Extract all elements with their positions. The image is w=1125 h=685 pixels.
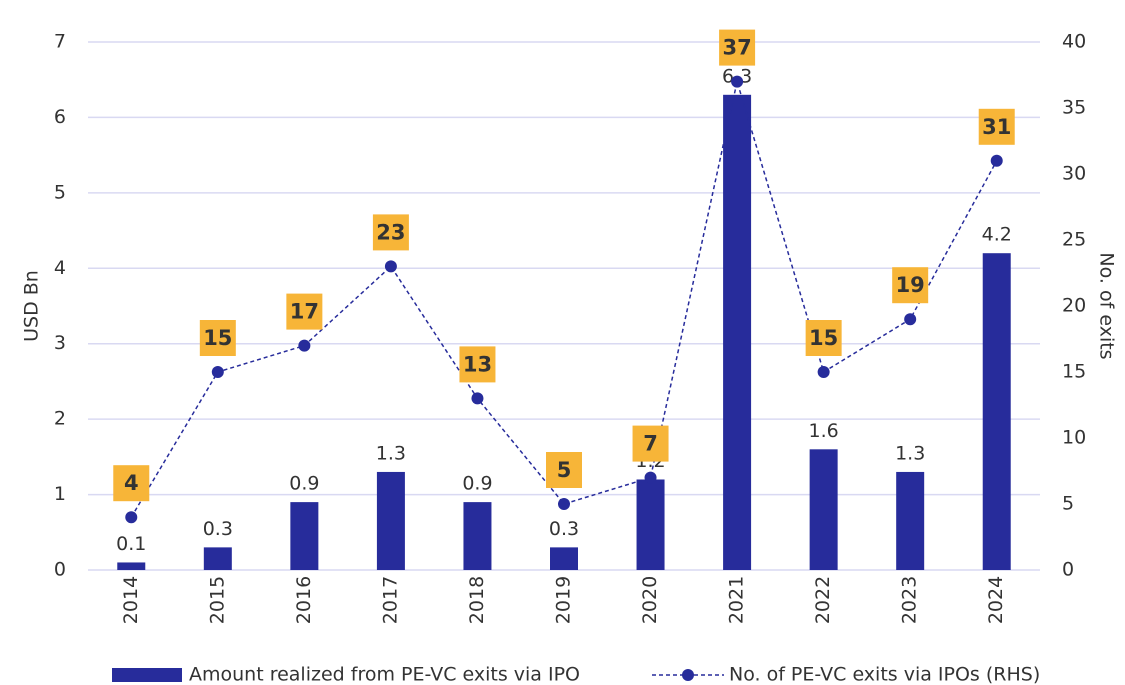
bar-value-label: 0.3 xyxy=(549,518,579,540)
x-tick-label: 2024 xyxy=(985,576,1007,624)
value-label-box xyxy=(372,214,409,251)
x-tick-label: 2017 xyxy=(379,576,401,624)
bar-value-label: 0.9 xyxy=(462,473,492,495)
line-marker xyxy=(904,313,917,326)
x-tick-label: 2021 xyxy=(726,576,748,624)
value-label-box xyxy=(719,29,756,66)
bar-value-label: 0.3 xyxy=(203,518,233,540)
legend-label: Amount realized from PE-VC exits via IPO xyxy=(189,664,580,685)
x-tick-label: 2023 xyxy=(899,576,921,624)
y-axis-title: USD Bn xyxy=(21,270,43,342)
legend-label: No. of PE-VC exits via IPOs (RHS) xyxy=(729,664,1040,685)
line-value-label: 19 xyxy=(896,273,925,297)
legend-swatch xyxy=(112,668,182,682)
line-marker xyxy=(471,392,484,405)
line-marker xyxy=(990,154,1003,167)
line-marker xyxy=(211,366,224,378)
value-label-box xyxy=(113,465,150,502)
y2-tick-label: 0 xyxy=(1062,559,1074,581)
bar xyxy=(809,449,838,570)
bar-value-label: 0.1 xyxy=(116,533,146,555)
x-tick-label: 2020 xyxy=(639,576,661,624)
bar xyxy=(117,562,146,570)
line-value-label: 37 xyxy=(722,36,751,60)
line-value-label: 4 xyxy=(124,471,139,495)
y2-tick-label: 15 xyxy=(1062,361,1086,383)
y-tick-label: 2 xyxy=(54,408,66,430)
bar-value-label: 0.9 xyxy=(289,473,319,495)
bar xyxy=(376,471,405,570)
x-tick-label: 2019 xyxy=(553,576,575,624)
legend-marker xyxy=(682,669,694,681)
line-marker xyxy=(298,339,311,352)
value-label-box xyxy=(546,452,582,488)
line-value-label: 17 xyxy=(290,300,319,324)
line-marker xyxy=(644,471,657,484)
line-value-label: 7 xyxy=(643,432,658,456)
bar-value-label: 1.3 xyxy=(895,442,925,464)
value-label-box xyxy=(978,108,1015,145)
y2-tick-label: 35 xyxy=(1062,97,1086,119)
line-marker xyxy=(125,511,138,524)
bar xyxy=(463,502,492,570)
y2-tick-label: 20 xyxy=(1062,295,1086,317)
line-marker xyxy=(817,366,830,378)
y2-tick-label: 10 xyxy=(1062,427,1086,449)
bar xyxy=(896,471,925,570)
line-value-label: 15 xyxy=(809,326,838,350)
bar-value-label: 4.2 xyxy=(982,224,1012,246)
line-marker xyxy=(384,260,397,273)
x-tick-label: 2014 xyxy=(120,576,142,624)
y-tick-label: 3 xyxy=(54,332,66,354)
value-label-box xyxy=(199,320,236,356)
y-tick-label: 4 xyxy=(54,257,66,279)
value-label-box xyxy=(286,293,323,330)
y2-tick-label: 40 xyxy=(1062,31,1086,53)
value-label-box xyxy=(459,346,496,383)
y2-tick-label: 30 xyxy=(1062,163,1086,185)
bar xyxy=(723,94,752,571)
y-tick-label: 1 xyxy=(54,483,66,505)
bar xyxy=(550,547,578,570)
line xyxy=(130,81,998,518)
y2-axis-title: No. of exits xyxy=(1096,252,1118,359)
bar-value-label: 1.6 xyxy=(809,420,839,442)
line-value-label: 5 xyxy=(557,458,572,482)
bar xyxy=(982,253,1011,570)
y-tick-label: 7 xyxy=(54,31,66,53)
value-label-box xyxy=(632,425,669,462)
x-tick-label: 2018 xyxy=(466,576,488,624)
bar xyxy=(290,502,319,570)
bar-value-label: 1.3 xyxy=(376,442,406,464)
line-value-label: 15 xyxy=(203,326,232,350)
line-value-label: 31 xyxy=(982,115,1011,139)
bar xyxy=(203,547,232,570)
line-marker xyxy=(731,75,744,88)
line-value-label: 13 xyxy=(463,352,492,376)
value-label-box xyxy=(892,267,929,304)
y-tick-label: 5 xyxy=(54,181,66,203)
bar xyxy=(636,479,665,570)
y2-tick-label: 5 xyxy=(1062,493,1074,515)
x-tick-label: 2016 xyxy=(293,576,315,624)
value-label-box xyxy=(805,320,842,356)
y-tick-label: 6 xyxy=(54,106,66,128)
line-marker xyxy=(558,498,570,510)
x-tick-label: 2015 xyxy=(206,576,228,624)
line-value-label: 23 xyxy=(376,220,405,244)
x-tick-label: 2022 xyxy=(812,576,834,624)
y2-tick-label: 25 xyxy=(1062,229,1086,251)
y-tick-label: 0 xyxy=(54,559,66,581)
